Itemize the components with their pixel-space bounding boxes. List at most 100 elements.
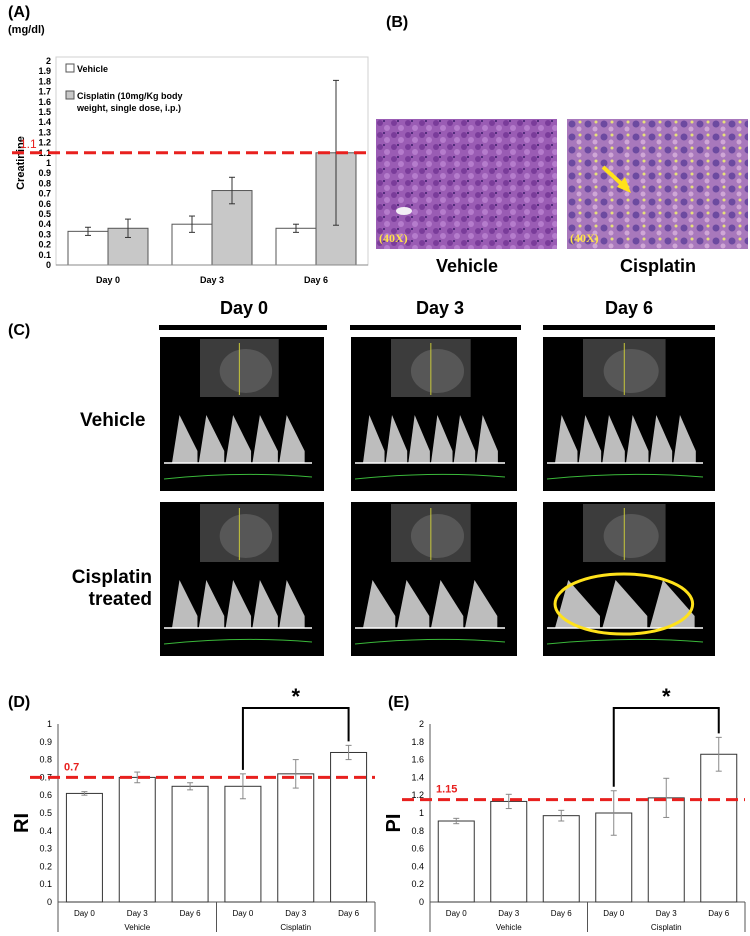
- y-tick-label: 0.7: [38, 189, 51, 199]
- doppler-graphic: [354, 504, 506, 645]
- y-tick-label: 0: [46, 260, 51, 270]
- panel-e-label: (E): [388, 694, 410, 711]
- doppler-graphic: [163, 504, 313, 645]
- bar: [490, 800, 528, 903]
- group-label-cisplatin: Cisplatin: [651, 923, 682, 932]
- caption-vehicle: Vehicle: [435, 256, 499, 276]
- doppler-graphic: [546, 504, 704, 645]
- waveform-peak: [363, 415, 385, 463]
- waveform-peak: [431, 580, 464, 628]
- y-tick-label: 0.5: [39, 808, 52, 818]
- y-tick-label: 0.9: [39, 737, 52, 747]
- bar: [542, 815, 580, 903]
- waveform-peak: [385, 415, 408, 463]
- kidney-outline: [603, 349, 659, 393]
- waveform-peak: [555, 580, 600, 628]
- y-tick-label: 1.4: [38, 117, 51, 127]
- y-tick-label: 1.6: [411, 755, 424, 765]
- ri-chart: 0 0.1 0.2 0.3 0.4 0.5 0.6 0.7 0.8 0.9 1 RI Day 0 Day …: [11, 684, 376, 932]
- legend-vehicle: Vehicle: [77, 64, 108, 74]
- bar: [67, 230, 109, 266]
- y-tick-label: 1.4: [411, 772, 424, 782]
- y-tick-label: 0: [47, 897, 52, 907]
- waveform-peak: [172, 415, 198, 463]
- row-label-cisplatin: Cisplatin treated: [56, 567, 152, 611]
- waveform-peak: [453, 415, 476, 463]
- kidney-outline: [410, 514, 465, 558]
- panel-a-unit: (mg/dl): [8, 24, 45, 36]
- waveform-peak: [476, 415, 498, 463]
- x-tick-label: Day 6: [338, 909, 359, 918]
- waveform-peak: [602, 415, 625, 463]
- ecg-trace: [354, 473, 506, 480]
- y-tick-label: 1.5: [38, 107, 51, 117]
- y-tick-label: 0.6: [38, 199, 51, 209]
- ecg-trace: [354, 638, 506, 645]
- waveform-peak: [225, 415, 252, 463]
- bar: [224, 785, 262, 903]
- x-tick-label: Day 3: [656, 909, 677, 918]
- significance-bracket: [241, 707, 350, 770]
- row-label-cisplatin-line1: Cisplatin: [71, 567, 152, 588]
- creatinine-chart: 00.10.20.30.40.50.60.70.80.911.11.21.31.…: [12, 56, 369, 285]
- bar: [118, 776, 156, 903]
- magnification-label: (40X): [570, 231, 599, 245]
- bar: [275, 227, 317, 266]
- y-tick-label: 0.1: [39, 879, 52, 889]
- y-tick-label: 0.6: [411, 844, 424, 854]
- x-tick-label: Day 6: [180, 909, 201, 918]
- waveform-peak: [252, 580, 278, 628]
- x-tick-label: Day 6: [551, 909, 572, 918]
- y-tick-label: 1: [47, 719, 52, 729]
- magnification-label: (40X): [379, 231, 408, 245]
- reference-label: 1.15: [436, 784, 457, 796]
- y-tick-label: 0.9: [38, 168, 51, 178]
- bar: [700, 753, 738, 903]
- y-tick-label: 0.4: [411, 861, 424, 871]
- waveform-peak: [198, 580, 225, 628]
- waveform-peak: [408, 415, 430, 463]
- waveform-peak: [626, 415, 649, 463]
- group-label-vehicle: Vehicle: [496, 923, 522, 932]
- doppler-graphic: [354, 339, 506, 480]
- bar: [437, 820, 475, 903]
- day-header-bar: [159, 325, 327, 330]
- waveform-peak: [465, 580, 498, 628]
- x-tick-label: Day 6: [708, 909, 729, 918]
- day-header-6: Day 6: [604, 298, 654, 318]
- significance-star: *: [662, 684, 671, 709]
- highlight-ellipse: [553, 572, 695, 636]
- panel-d-label: (D): [8, 694, 31, 711]
- legend-swatch-cisplatin: [65, 90, 75, 100]
- row-label-cisplatin-line2: treated: [88, 589, 152, 610]
- group-label-cisplatin: Cisplatin: [280, 923, 311, 932]
- ecg-trace: [163, 638, 313, 645]
- ecg-trace: [163, 473, 313, 480]
- day-header-3: Day 3: [415, 298, 465, 318]
- y-tick-label: 0.4: [39, 826, 52, 836]
- y-tick-label: 0.2: [39, 861, 52, 871]
- y-tick-label: 0.6: [39, 790, 52, 800]
- y-tick-label: 1.2: [38, 138, 51, 148]
- waveform-peak: [172, 580, 198, 628]
- y-tick-label: 1.2: [411, 790, 424, 800]
- reference-label: 1.1: [20, 137, 37, 151]
- waveform-peak: [279, 415, 305, 463]
- reference-label: 0.7: [64, 761, 79, 773]
- bar: [330, 751, 368, 903]
- waveform-peak: [555, 415, 578, 463]
- y-tick-label: 0.7: [39, 772, 52, 782]
- kidney-outline: [219, 349, 273, 393]
- y-tick-label: 0.2: [411, 879, 424, 889]
- x-tick-label: Day 0: [232, 909, 253, 918]
- panel-a-label: (A): [8, 4, 31, 21]
- panel-b-label: (B): [386, 14, 409, 31]
- histology-vehicle-image: (40X): [376, 119, 557, 249]
- waveform-peak: [649, 415, 673, 463]
- day-header-0: Day 0: [219, 298, 269, 318]
- y-axis-label: Creatinine: [15, 136, 27, 190]
- y-tick-label: 1.1: [38, 148, 51, 158]
- doppler-graphic: [163, 339, 313, 480]
- y-tick-label: 0.8: [411, 826, 424, 836]
- x-tick-label: Day 3: [200, 275, 224, 285]
